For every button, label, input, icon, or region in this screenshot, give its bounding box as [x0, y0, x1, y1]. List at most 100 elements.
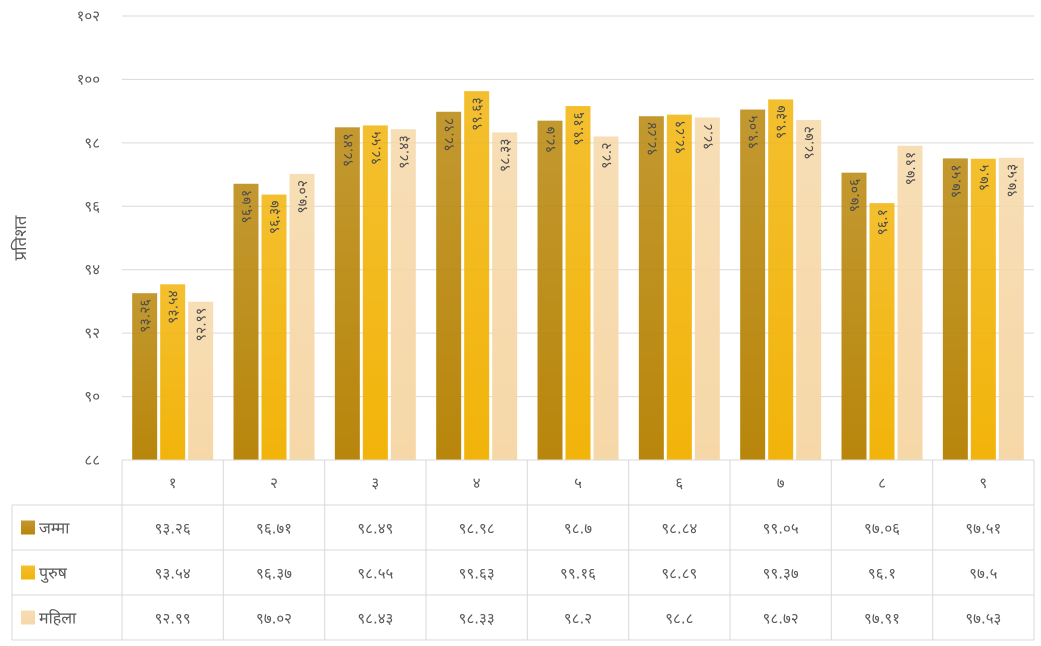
bar-female-6 [694, 117, 720, 460]
data-label: ९८.५५ [368, 131, 384, 165]
bar-male-7 [768, 99, 794, 460]
data-label: ९३.५४ [166, 290, 182, 324]
bar-male-1 [160, 284, 186, 460]
bar-total-9 [942, 158, 968, 460]
data-label: ९७.५१ [948, 164, 964, 198]
table-cell: ९७.५१ [965, 520, 1001, 538]
table-cell: ९८.४९ [357, 520, 393, 538]
table-cell: ९८.४३ [357, 610, 393, 628]
bars: ९३.२६ ९३.५४ ९२.९९ ९६.७१ ९६.३७ ९७.०२ ९८.४९ ९८.५५… [132, 91, 1024, 461]
bar-total-1 [132, 293, 158, 460]
y-tick-label: ९६ [84, 197, 100, 215]
data-label: ९९.६३ [470, 97, 486, 131]
data-label: ९८.३३ [498, 138, 514, 172]
bar-female-2 [289, 173, 315, 461]
y-tick-label: ८८ [84, 451, 100, 469]
y-axis-label: प्रतिशत [10, 215, 31, 260]
bar-male-9 [970, 158, 996, 460]
data-label: ९६.१ [875, 209, 891, 235]
bar-male-8 [869, 203, 895, 460]
y-tick-label: १०२ [77, 7, 100, 25]
data-label: ९६.३७ [267, 201, 283, 235]
data-label: ९७.५ [976, 165, 992, 191]
table-cell: ९८.८४ [661, 520, 697, 538]
bar-female-7 [796, 120, 822, 460]
data-label: ९६.७१ [239, 190, 255, 224]
data-label: ९८.२ [599, 143, 615, 169]
table-cell: ९८.७२ [763, 610, 799, 628]
x-tick-label: ४ [473, 474, 481, 492]
bar-male-2 [261, 194, 287, 460]
bar-male-5 [565, 106, 591, 460]
data-label: ९९.०५ [746, 116, 762, 150]
data-label: ९८.७२ [802, 126, 818, 160]
legend-swatch-male [21, 565, 35, 580]
x-tick-label: ५ [574, 474, 582, 492]
table-cell: ९९.०५ [763, 520, 799, 538]
table-cell: ९८.८ [665, 610, 693, 628]
data-label: ९८.४३ [396, 135, 412, 169]
table-cell: ९६.७१ [256, 520, 292, 538]
table-cell: ९३.५४ [155, 565, 191, 583]
data-label: ९७.०६ [847, 179, 863, 213]
bar-male-3 [362, 125, 388, 461]
table-cell: ९३.२६ [155, 520, 191, 538]
y-tick-label: ९२ [84, 324, 100, 342]
bar-female-9 [998, 157, 1024, 460]
table-cell: ९८.७ [564, 520, 592, 538]
data-label: ९८.४९ [340, 133, 356, 167]
bar-total-4 [436, 111, 462, 460]
bar-male-4 [464, 91, 490, 461]
y-tick-label: १०० [77, 70, 100, 88]
table-cell: ९८.३३ [459, 610, 495, 628]
data-label: ९९.१६ [571, 112, 587, 146]
bar-male-6 [666, 114, 692, 460]
legend-swatch-total [21, 520, 35, 535]
table-cell: ९९.६३ [459, 565, 495, 583]
legend-label-female: महिला [39, 609, 77, 628]
x-tick-label: ७ [777, 474, 785, 492]
x-tick-label: ९ [979, 474, 987, 492]
table-cell: ९७.५३ [965, 610, 1001, 628]
bar-total-7 [740, 109, 766, 461]
data-table: १ २ ३ ४ ५ ६ ७ ८ ९ जम्मा ९३.२६ ९६.७१ ९८.४९ ९८.९८ ९८.७ ९८… [11, 459, 1035, 641]
x-tick-label: ३ [371, 474, 379, 492]
table-cell: ९२.९९ [155, 610, 191, 628]
bar-female-1 [188, 301, 214, 460]
x-tick-label: ८ [878, 474, 886, 492]
table-cell: ९६.१ [868, 565, 896, 583]
y-axis-ticks: ८८ ९० ९२ ९४ ९६ ९८ १०० १०२ [77, 7, 101, 469]
table-cell: ९६.३७ [256, 565, 292, 583]
table-cell: ९७.०६ [864, 520, 900, 538]
table-cell: ९८.५५ [357, 565, 393, 583]
data-label: ९८.७ [543, 127, 559, 153]
table-cell: ९८.२ [564, 610, 592, 628]
table-cell: ९७.५ [969, 565, 997, 583]
y-tick-label: ९८ [84, 134, 100, 152]
bar-female-8 [897, 145, 923, 460]
table-cell: ९७.९१ [864, 610, 900, 628]
legend-label-male: पुरुष [39, 564, 68, 584]
table-cell: ९८.८९ [661, 565, 697, 583]
y-tick-label: ९० [84, 388, 100, 406]
y-tick-label: ९४ [84, 261, 100, 279]
data-label: ९७.५३ [1004, 164, 1020, 198]
bar-total-8 [841, 172, 867, 460]
data-label: ९७.०२ [295, 180, 311, 214]
table-cell: ९७.०२ [256, 610, 292, 628]
table-cell: ९८.९८ [459, 520, 495, 538]
x-tick-label: ६ [675, 474, 683, 492]
table-cell: ९९.३७ [763, 565, 799, 583]
data-label: ९९.३७ [774, 105, 790, 139]
table-cell: ९९.१६ [560, 565, 596, 583]
bar-female-5 [593, 136, 619, 460]
bar-total-6 [638, 116, 664, 461]
data-label: ९८.८४ [644, 122, 660, 156]
data-label: ९२.९९ [194, 308, 210, 342]
bar-total-2 [233, 183, 259, 461]
x-tick-label: २ [270, 474, 278, 492]
x-tick-label: १ [169, 474, 177, 492]
data-label: ९८.८ [700, 123, 716, 149]
data-label: ९३.२६ [138, 299, 154, 333]
